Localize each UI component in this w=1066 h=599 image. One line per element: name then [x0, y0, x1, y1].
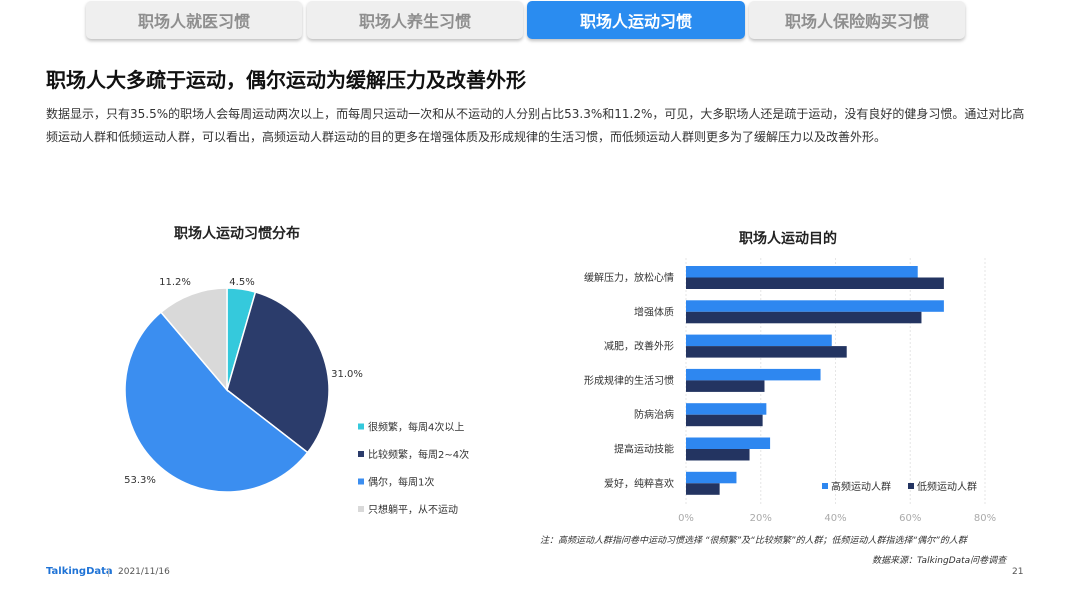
bar-category-label: 增强体质 [634, 305, 674, 318]
bar-category-label: 缓解压力，放松心情 [584, 271, 674, 284]
bar-x-tick-label: 20% [750, 513, 772, 524]
pie-value-label: 53.3% [124, 475, 156, 486]
bar [686, 300, 944, 312]
bar [686, 311, 922, 324]
bar-category-label: 提高运动技能 [614, 443, 674, 456]
bar-legend-marker [908, 483, 914, 489]
chart-note: 注：高频运动人群指问卷中运动习惯选择 “很频繁”及“比较频繁”的人群；低频运动人… [540, 536, 967, 546]
tab-health[interactable]: 职场人养生习惯 [307, 1, 523, 39]
pie-legend-label: 比较频繁，每周2~4次 [368, 448, 469, 461]
footer-date: 2021/11/16 [118, 567, 170, 577]
bar [686, 380, 765, 392]
tab-insurance[interactable]: 职场人保险购买习惯 [749, 1, 965, 39]
footer-divider [108, 568, 109, 577]
pie-slice [226, 291, 330, 454]
tab-bar: 职场人就医习惯 职场人养生习惯 职场人运动习惯 职场人保险购买习惯 [86, 1, 966, 41]
bar-category-label: 形成规律的生活习惯 [584, 374, 674, 387]
pie-legend-label: 偶尔，每周1次 [368, 476, 434, 489]
bar [686, 403, 767, 415]
pie-legend-marker [358, 423, 364, 430]
pie-slice [124, 311, 309, 493]
pie-chart-title: 职场人运动习惯分布 [174, 226, 300, 242]
pie-legend-marker [358, 506, 364, 512]
bar-x-tick-label: 40% [824, 513, 846, 524]
tab-exercise[interactable]: 职场人运动习惯 [527, 1, 745, 39]
bar-legend-label: 低频运动人群 [917, 480, 977, 493]
pie-legend-label: 只想躺平，从不运动 [368, 503, 458, 516]
bar [686, 471, 737, 484]
bar-category-label: 防病治病 [634, 408, 674, 421]
pie-legend-marker [358, 478, 364, 485]
bar [686, 437, 771, 449]
page-number: 21 [1012, 567, 1024, 577]
description-text: 数据显示，只有35.5%的职场人会每周运动两次以上，而每周只运动一次和从不运动的… [46, 107, 1025, 144]
bar-x-tick-label: 0% [678, 513, 694, 524]
bar [686, 368, 821, 381]
bar-legend-label: 高频运动人群 [831, 480, 891, 493]
pie-legend-label: 很频繁，每周4次以上 [368, 421, 464, 434]
brand-logo: TalkingData [46, 566, 113, 577]
bar [686, 483, 720, 495]
bar [686, 346, 847, 358]
bar-category-label: 减肥，改善外形 [604, 340, 674, 353]
pie-value-label: 31.0% [331, 369, 363, 380]
bar [686, 449, 750, 461]
data-source: 数据来源：TalkingData问卷调查 [872, 556, 1007, 566]
bar [686, 334, 832, 347]
pie-value-label: 11.2% [159, 277, 191, 288]
pie-slice [159, 287, 228, 393]
bar-legend-marker [822, 483, 828, 489]
page-title: 职场人大多疏于运动，偶尔运动为缓解压力及改善外形 [46, 68, 526, 92]
pie-value-label: 4.5% [229, 277, 254, 288]
bar-x-tick-label: 60% [899, 513, 921, 524]
bar [686, 266, 918, 278]
bar-x-tick-label: 80% [974, 513, 996, 524]
bar [686, 277, 944, 289]
bar-category-label: 爱好，纯粹喜欢 [604, 477, 674, 490]
bar [686, 414, 763, 427]
bar-chart-title: 职场人运动目的 [739, 231, 837, 247]
pie-legend-marker [358, 451, 364, 457]
tab-medical[interactable]: 职场人就医习惯 [86, 1, 302, 39]
